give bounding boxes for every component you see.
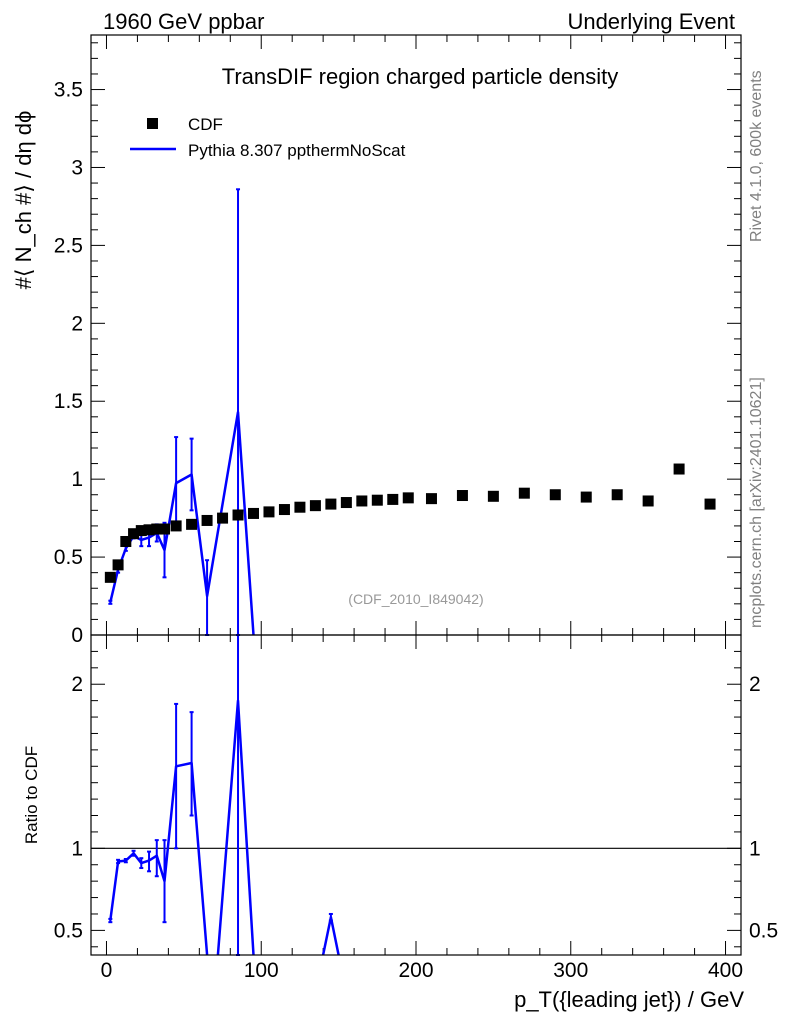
ratio-frame: [90, 634, 742, 956]
main-watermark: (CDF_2010_I849042): [348, 591, 483, 607]
cdf-marker: [456, 490, 468, 502]
pythia-line: [109, 410, 255, 636]
main-panel: TransDIF region charged particle density…: [11, 34, 742, 647]
cdf-marker: [120, 535, 132, 547]
cdf-marker: [549, 489, 561, 501]
cdf-marker: [151, 523, 163, 535]
legend-cdf-marker: [147, 118, 158, 129]
ratio-xtick-label: 200: [398, 959, 433, 982]
cdf-marker: [135, 525, 147, 537]
cdf-marker: [340, 497, 352, 509]
cdf-marker: [263, 506, 275, 518]
ratio-ytick-label-right: 1: [749, 837, 761, 860]
main-ytick-label: 3: [71, 156, 83, 179]
ratio-ytick-label: 0.5: [54, 919, 83, 942]
cdf-marker: [104, 571, 116, 583]
cdf-marker: [611, 489, 623, 501]
cdf-marker: [425, 493, 437, 505]
cdf-marker: [387, 493, 399, 505]
ratio-ylabel: Ratio to CDF: [22, 746, 41, 844]
cdf-marker: [278, 504, 290, 516]
mcplots-label: mcplots.cern.ch [arXiv:2401.10621]: [748, 377, 765, 628]
ratio-ytick-label-right: 2: [749, 673, 761, 696]
cdf-marker: [112, 559, 124, 571]
cdf-marker: [704, 498, 716, 510]
cdf-marker: [673, 463, 685, 475]
cdf-marker: [232, 509, 244, 521]
legend-cdf-label: CDF: [188, 115, 223, 134]
cdf-marker: [201, 514, 213, 526]
ratio-xtick-label: 0: [101, 959, 113, 982]
cdf-marker: [143, 524, 155, 536]
cdf-marker: [186, 518, 198, 530]
ratio-ytick-label: 2: [71, 673, 83, 696]
ratio-ytick-label: 1: [71, 837, 83, 860]
cdf-marker: [487, 490, 499, 502]
cdf-marker: [356, 495, 368, 507]
header-right: Underlying Event: [567, 9, 735, 34]
main-title: TransDIF region charged particle density: [222, 64, 619, 89]
legend: CDF Pythia 8.307 ppthermNoScat: [130, 115, 406, 160]
main-ytick-label: 2: [71, 312, 83, 335]
main-ytick-label: 0.5: [54, 546, 83, 569]
rivet-label: Rivet 4.1.0, 600k events: [748, 70, 765, 242]
legend-pythia-label: Pythia 8.307 ppthermNoScat: [188, 141, 406, 160]
main-data: [104, 188, 716, 636]
ratio-data: [108, 634, 340, 956]
ratio-line: [216, 699, 255, 956]
cdf-marker: [325, 498, 337, 510]
cdf-marker: [402, 492, 414, 504]
ratio-xtick-label: 100: [244, 959, 279, 982]
cdf-marker: [580, 491, 592, 503]
main-ytick-label: 3.5: [54, 79, 83, 102]
cdf-marker: [217, 512, 229, 524]
main-axes: 0 0.5 1 1.5 2 2.5 3 3.5: [54, 35, 741, 647]
cdf-marker: [642, 495, 654, 507]
cdf-marker: [170, 520, 182, 532]
ratio-xtick-label: 400: [708, 959, 743, 982]
ratio-xlabel: p_T({leading jet}) / GeV: [514, 987, 744, 1012]
cdf-marker: [371, 494, 383, 506]
main-ytick-label: 0: [71, 624, 83, 647]
main-ytick-label: 1: [71, 468, 83, 491]
main-ylabel: #⟨ N_ch #⟩ / dη dϕ: [11, 111, 36, 290]
ratio-line: [109, 761, 209, 956]
ratio-panel: Ratio to CDF 0 100 200 300 400 0.5 0.5 1 1 2 2 p_T…: [22, 634, 778, 1012]
ratio-xtick-label: 300: [553, 959, 588, 982]
ratio-axes: 0 100 200 300 400 0.5 0.5 1 1 2 2: [54, 635, 778, 982]
cdf-marker: [159, 523, 171, 535]
main-ytick-label: 2.5: [54, 234, 83, 257]
cdf-marker: [128, 528, 140, 540]
cdf-marker: [518, 487, 530, 499]
ratio-ytick-label-right: 0.5: [749, 919, 778, 942]
cdf-marker: [309, 500, 321, 512]
header-left: 1960 GeV ppbar: [103, 9, 264, 34]
ratio-line: [321, 916, 340, 956]
cdf-marker: [294, 501, 306, 513]
main-ytick-label: 1.5: [54, 390, 83, 413]
cdf-marker: [248, 507, 259, 519]
